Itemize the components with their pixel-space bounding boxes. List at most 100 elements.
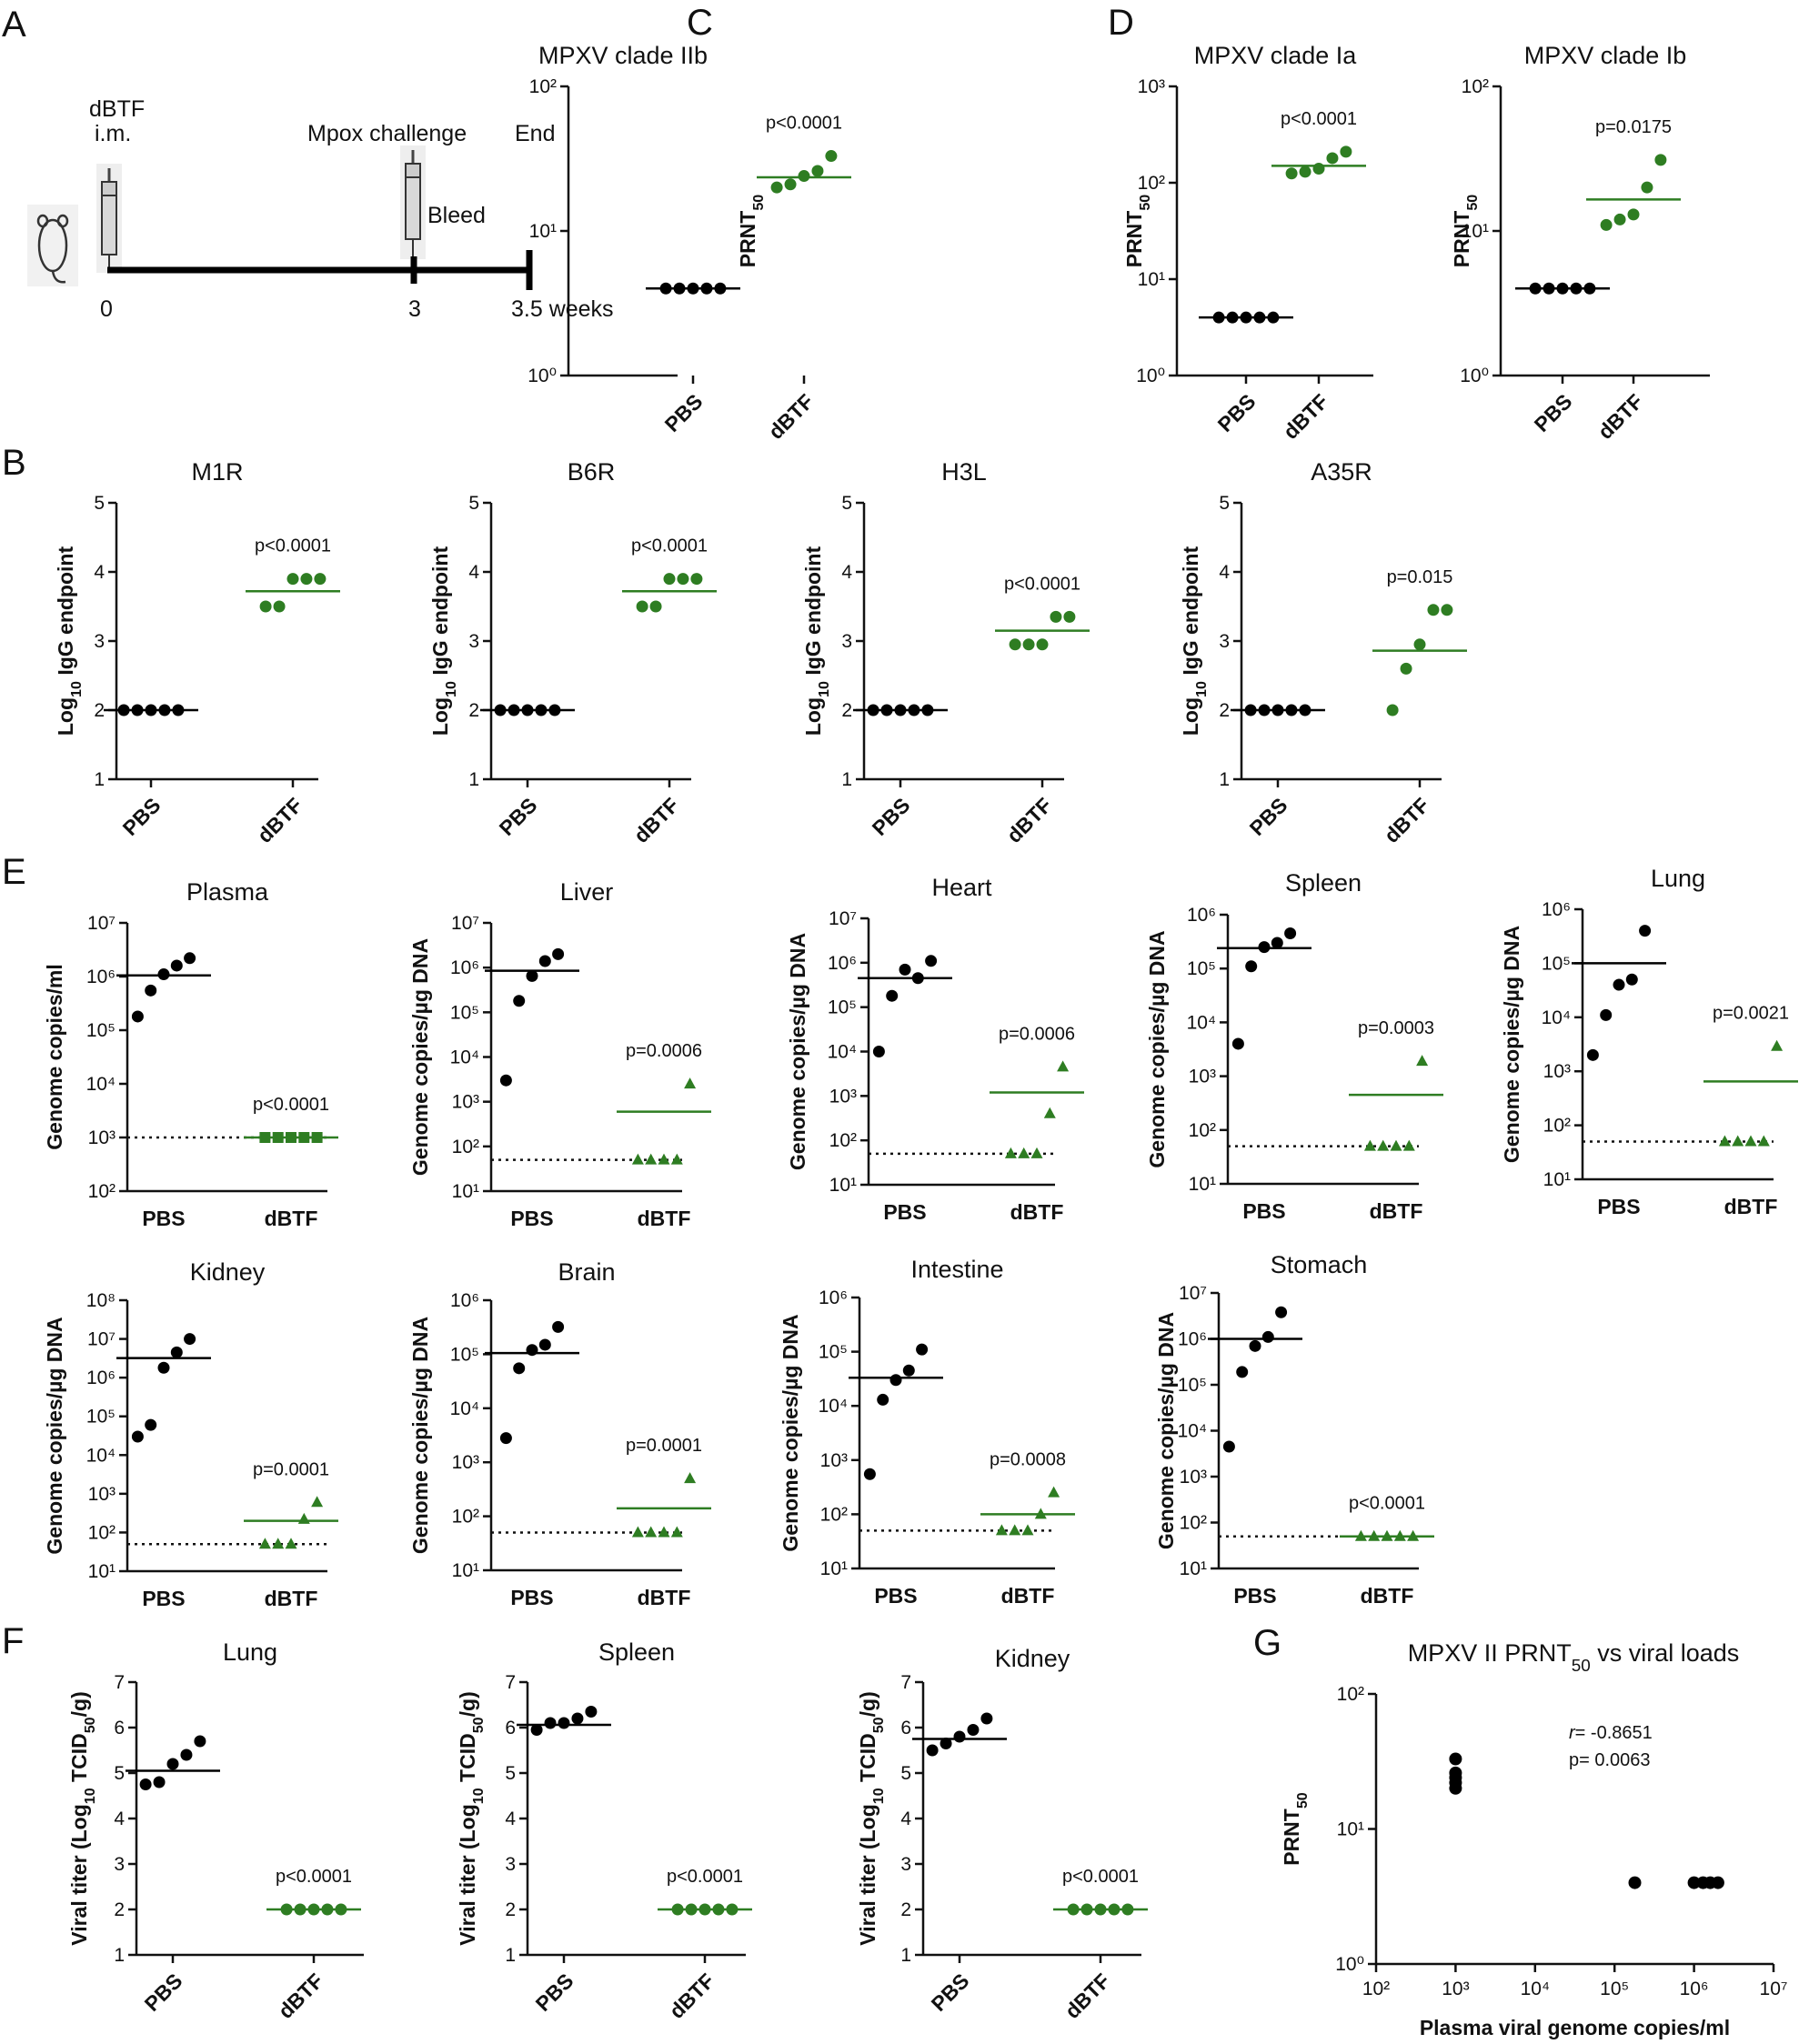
chart-title: MPXV clade Ib	[1524, 42, 1687, 69]
data-point	[1744, 1135, 1757, 1147]
data-point	[1275, 1306, 1288, 1318]
y-tick-label: 10³	[820, 1450, 848, 1471]
y-tick-label: 10¹	[820, 1558, 848, 1579]
y-tick-label: 10⁷	[451, 913, 479, 934]
data-point	[1570, 282, 1583, 295]
y-tick-label: 10⁰	[528, 366, 557, 386]
data-point	[1299, 704, 1311, 716]
y-tick-label: 10¹	[1189, 1174, 1216, 1195]
data-point	[1402, 1139, 1415, 1151]
data-point	[631, 1153, 644, 1165]
p-value-label: p=0.015	[1387, 567, 1453, 587]
data-point	[1625, 973, 1638, 986]
x-tick-label: 10⁴	[1521, 1979, 1550, 1999]
data-point	[894, 704, 907, 716]
x-tick-label: 10⁷	[1760, 1979, 1788, 1999]
data-point	[311, 1496, 324, 1508]
y-tick-label: 10¹	[88, 1561, 116, 1582]
x-tick-label: dBTF	[629, 793, 684, 847]
panel-label-c: C	[687, 3, 713, 43]
data-point	[259, 1132, 271, 1143]
data-point	[1004, 1147, 1017, 1158]
data-point	[272, 1538, 285, 1549]
y-tick-label: 10³	[829, 1086, 857, 1107]
timeline-tick-label-0: 0	[100, 296, 113, 322]
y-tick-label: 10⁴	[86, 1074, 116, 1095]
y-tick-label: 10¹	[452, 1560, 479, 1581]
x-tick-label: PBS	[1213, 389, 1261, 436]
data-point	[1299, 165, 1311, 178]
data-point	[285, 1538, 297, 1549]
y-tick-label: 10⁵	[819, 1342, 848, 1363]
y-tick-label: 10²	[820, 1504, 848, 1525]
data-point	[1261, 1330, 1274, 1343]
data-point	[902, 1364, 915, 1377]
p-value-label: p<0.0001	[631, 536, 708, 556]
data-point	[784, 178, 797, 191]
data-point	[170, 959, 183, 972]
chart-b1: M1R 1 2 3 4 5 Log10 IgG endpoint PBS dBTF p<0.000…	[54, 458, 340, 847]
x-tick-label: PBS	[660, 389, 708, 436]
data-point	[552, 1320, 565, 1333]
p-value-label: p<0.0001	[1004, 574, 1080, 594]
data-point	[1600, 218, 1613, 231]
data-point	[659, 282, 672, 295]
syringe-icon-1	[96, 164, 122, 273]
panel-label-e: E	[2, 852, 26, 892]
y-tick-label: 1	[468, 769, 479, 790]
x-tick-label: PBS	[868, 793, 915, 840]
y-tick-label: 10²	[88, 1522, 116, 1543]
data-point	[1009, 1524, 1021, 1536]
y-axis-label: Genome copies/µg DNA	[408, 1317, 432, 1554]
data-point	[335, 1903, 347, 1916]
data-point	[1043, 1107, 1056, 1118]
y-tick-label: 10¹	[529, 221, 557, 242]
data-point	[314, 573, 327, 586]
data-point	[585, 1706, 598, 1718]
p-value-label: p=0.0175	[1595, 117, 1672, 137]
data-point	[714, 282, 727, 295]
y-tick-label: 10³	[452, 1092, 479, 1113]
data-point	[1231, 1037, 1244, 1050]
y-tick-label: 10⁴	[450, 1398, 479, 1419]
x-tick-label: dBTF	[1001, 1584, 1055, 1608]
data-point	[259, 600, 272, 613]
data-point	[170, 1346, 183, 1358]
data-point	[499, 1432, 512, 1445]
data-point	[1641, 181, 1653, 194]
data-point	[1226, 311, 1239, 324]
timeline-end-label: End	[515, 121, 555, 146]
data-point	[1654, 154, 1667, 166]
y-axis-label: PRNT50	[736, 195, 767, 268]
y-tick-label: 10⁶	[86, 967, 116, 987]
data-point	[145, 984, 157, 997]
y-tick-label: 10²	[1462, 76, 1489, 97]
y-tick-label: 10⁴	[86, 1445, 116, 1466]
y-tick-label: 10³	[1138, 76, 1165, 97]
y-tick-label: 10¹	[1462, 221, 1489, 242]
data-point	[911, 972, 924, 985]
data-point	[663, 573, 676, 586]
data-point	[1222, 1440, 1235, 1453]
chart-b3: H3L 1 2 3 4 5 Log10 IgG endpoint PBS dBTF p<0.000…	[801, 458, 1090, 847]
y-tick-label: 4	[841, 562, 852, 583]
chart-title: Brain	[558, 1258, 615, 1286]
data-point	[1253, 311, 1266, 324]
chart-title: M1R	[191, 458, 243, 486]
data-point	[1556, 282, 1569, 295]
data-point	[1368, 1529, 1381, 1541]
p-value-label: p<0.0001	[1349, 1494, 1425, 1514]
chart-title: Kidney	[190, 1258, 266, 1286]
data-point	[538, 955, 551, 967]
data-point	[1244, 704, 1257, 716]
y-tick-label: 10²	[1337, 1684, 1364, 1705]
data-point	[157, 968, 170, 981]
chart-title: B6R	[568, 458, 616, 486]
data-point	[1377, 1139, 1390, 1151]
x-tick-label: PBS	[1530, 389, 1577, 436]
y-tick-label: 10³	[1189, 1067, 1216, 1087]
y-tick-label: 7	[900, 1672, 911, 1693]
data-point	[673, 282, 686, 295]
chart-e4: Spleen 10¹ 10² 10³ 10⁴ 10⁵ 10⁶ Genome copies/µg…	[1145, 869, 1443, 1223]
chart-e2: Liver 10¹ 10² 10³ 10⁴ 10⁵ 10⁶ 10⁷ Genome copies/…	[408, 878, 711, 1230]
